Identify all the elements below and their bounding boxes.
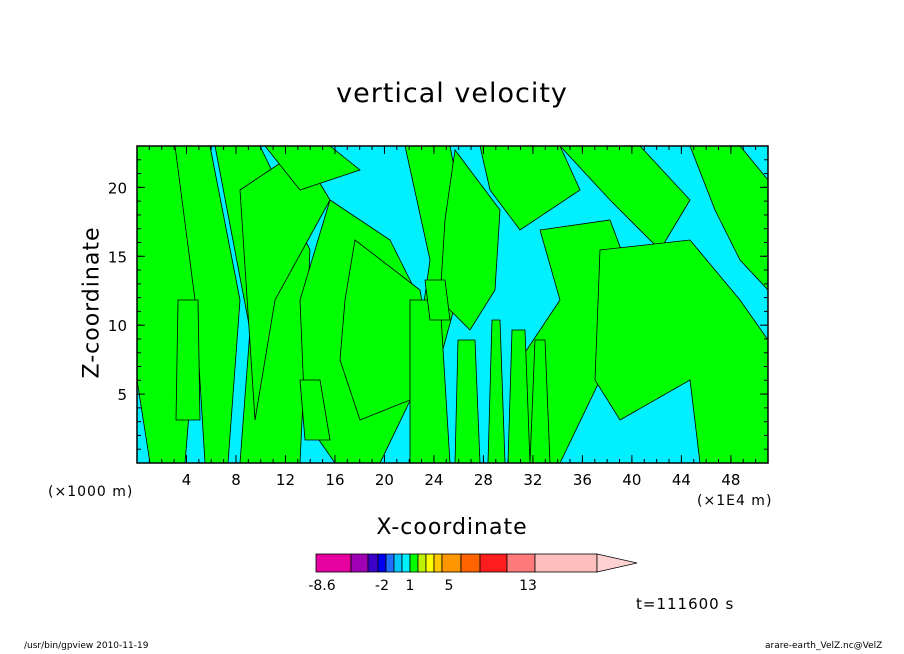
positive-region-11 [559,146,691,251]
contour-field [137,146,768,463]
colorbar-label: 13 [519,578,537,594]
colorbar: -8.6 -2 1 5 13 [308,553,638,594]
y-tick-label: 10 [108,317,127,335]
positive-region-21 [299,379,331,441]
x-tick-label: 36 [573,471,592,489]
colorbar-segment [401,553,411,573]
x-tick-label: 12 [276,471,295,489]
y-tick-label: 15 [108,248,127,266]
y-axis: 5 10 15 20 [108,159,768,450]
x-axis-label: X-coordinate [376,515,528,540]
chart-title: vertical velocity [336,78,568,109]
colorbar-segment [315,553,352,573]
x-tick-label: 48 [721,471,740,489]
colorbar-segment [460,553,481,573]
footer-right: arare-earth_VelZ.nc@VelZ [765,641,883,651]
plot-frame [136,145,769,464]
positive-region-19 [529,339,551,463]
positive-region-13 [594,239,768,463]
colorbar-segment [385,553,395,573]
x-axis: 4 8 12 16 20 24 28 32 36 40 44 48 [148,146,757,489]
positive-region-9 [439,148,501,331]
colorbar-segment [506,553,536,573]
colorbar-label: -8.6 [308,578,335,594]
x-tick-label: 24 [424,471,443,489]
colorbar-extension [596,553,638,573]
colorbar-segment [393,553,403,573]
x-tick-label: 28 [474,471,493,489]
colorbar-segment [367,553,379,573]
x-tick-label: 44 [672,471,691,489]
positive-regions [137,146,768,463]
colorbar-segment [409,553,419,573]
colorbar-segment [433,553,443,573]
time-label: t=111600 s [636,595,735,613]
x-tick-label: 32 [523,471,542,489]
colorbar-segment [479,553,508,573]
x-tick-label: 4 [182,471,192,489]
x-unit-left: (×1000 m) [48,484,134,500]
positive-region-22 [175,299,201,421]
colorbar-label: 5 [445,578,454,594]
x-tick-label: 8 [231,471,241,489]
positive-region-14 [689,146,768,291]
x-tick-label: 40 [622,471,641,489]
positive-region-18 [507,329,531,463]
y-tick-label: 5 [117,386,127,404]
x-tick-label: 20 [375,471,394,489]
y-axis-label: Z-coordinate [79,226,105,379]
y-tick-label: 20 [108,179,127,197]
x-unit-right: (×1E4 m) [697,493,773,509]
colorbar-label: 1 [406,578,415,594]
positive-region-17 [487,319,506,463]
positive-region-5 [264,146,361,191]
colorbar-segment [377,553,387,573]
footer-left: /usr/bin/gpview 2010-11-19 [24,641,149,651]
colorbar-segment [425,553,435,573]
positive-region-20 [424,279,451,321]
positive-region-10 [479,146,581,231]
colorbar-segment [441,553,462,573]
colorbar-segment [350,553,369,573]
colorbar-segment [534,553,598,573]
positive-region-16 [454,339,481,463]
colorbar-segment [417,553,427,573]
x-tick-label: 16 [325,471,344,489]
colorbar-label: -2 [375,578,389,594]
